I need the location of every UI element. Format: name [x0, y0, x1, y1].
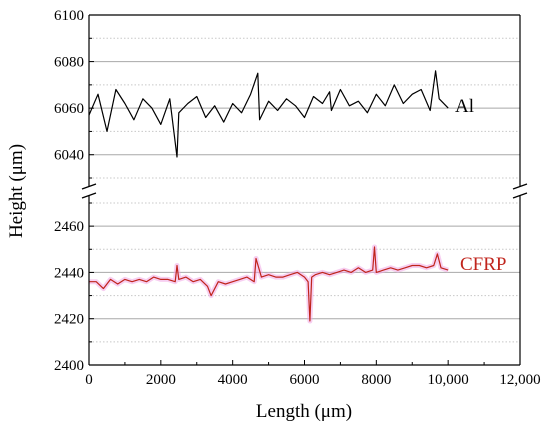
- x-tick-label: 4000: [218, 372, 248, 388]
- y-tick-label: 2420: [54, 312, 84, 328]
- plot-frame: [89, 15, 520, 365]
- series-label-al: Al: [455, 96, 474, 117]
- series-cfrp-line: [89, 246, 449, 322]
- x-tick-label: 6000: [290, 372, 320, 388]
- series-layer: [88, 70, 449, 324]
- y-tick-label: 6100: [54, 8, 84, 24]
- x-tick-label: 8000: [361, 372, 391, 388]
- y-tick-label: 2400: [54, 358, 84, 374]
- series-al-line: [88, 70, 449, 158]
- y-tick-label: 2440: [54, 265, 84, 281]
- x-axis-title: Length (μm): [256, 401, 352, 422]
- y-tick-label: 2460: [54, 219, 84, 235]
- y-tick-label: 6060: [54, 101, 84, 117]
- series-label-cfrp: CFRP: [460, 254, 506, 275]
- y-axis-title: Height (μm): [6, 144, 27, 238]
- y-tick-label: 6080: [54, 55, 84, 71]
- x-tick-label: 12,000: [499, 372, 540, 388]
- axis-break-mark-left: [81, 183, 97, 190]
- x-tick-label: 10,000: [428, 372, 469, 388]
- plot-area: 6040 6060 6080 6100 2400 2420 2440 2460 0 2000 400…: [54, 8, 541, 388]
- ticks: 6040 6060 6080 6100 2400 2420 2440 2460 0 2000 400…: [54, 8, 541, 388]
- x-tick-label: 2000: [146, 372, 176, 388]
- x-tick-label: 0: [85, 372, 93, 388]
- axis-break-mark-right: [512, 192, 528, 199]
- axis-break-mark-left: [81, 192, 97, 199]
- axis-break-mark-right: [512, 183, 528, 190]
- y-tick-label: 6040: [54, 148, 84, 164]
